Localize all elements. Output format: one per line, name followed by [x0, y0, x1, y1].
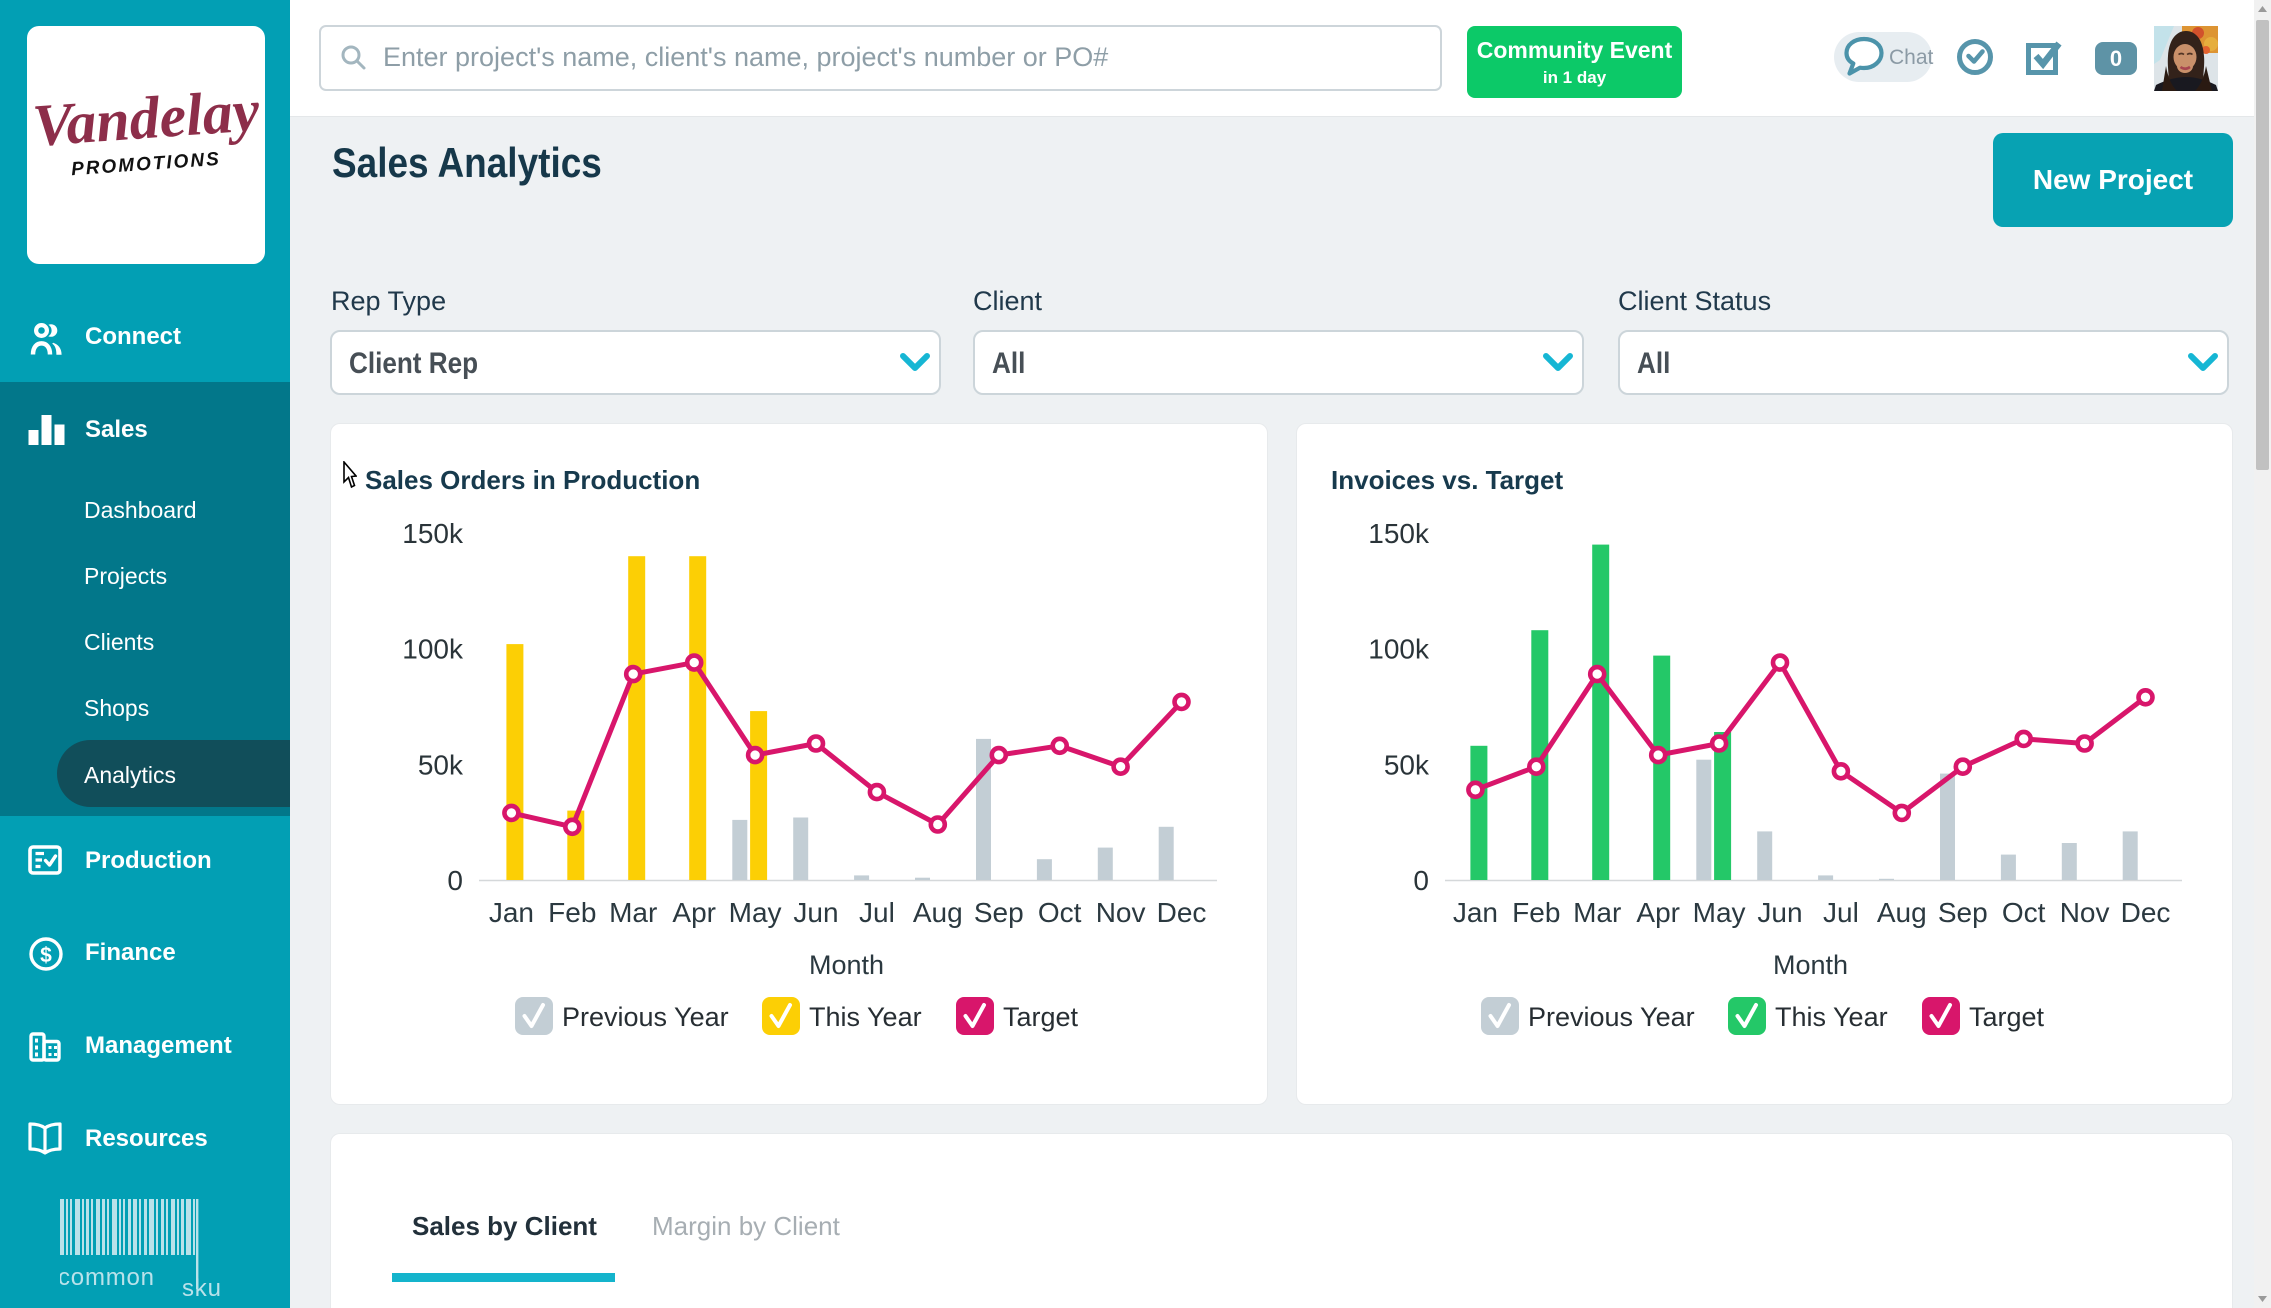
svg-text:Nov: Nov — [1096, 897, 1146, 928]
svg-text:Target: Target — [1003, 1002, 1079, 1032]
svg-text:Month: Month — [809, 950, 884, 980]
svg-text:50k: 50k — [1384, 749, 1430, 780]
svg-text:Nov: Nov — [2060, 897, 2110, 928]
svg-text:Jun: Jun — [1757, 897, 1802, 928]
svg-text:100k: 100k — [402, 634, 464, 665]
svg-text:Dec: Dec — [2121, 897, 2171, 928]
svg-text:Feb: Feb — [548, 897, 596, 928]
svg-text:Oct: Oct — [2002, 897, 2046, 928]
svg-text:Feb: Feb — [1512, 897, 1560, 928]
svg-text:Month: Month — [1773, 950, 1848, 980]
svg-text:Jan: Jan — [1453, 897, 1498, 928]
svg-text:0: 0 — [1413, 865, 1429, 896]
svg-text:Target: Target — [1969, 1002, 2045, 1032]
svg-text:Aug: Aug — [913, 897, 963, 928]
svg-text:Oct: Oct — [1038, 897, 1082, 928]
svg-text:Jul: Jul — [1823, 897, 1859, 928]
svg-text:Aug: Aug — [1877, 897, 1927, 928]
svg-text:Apr: Apr — [1636, 897, 1680, 928]
svg-text:This Year: This Year — [1775, 1002, 1888, 1032]
svg-text:Apr: Apr — [672, 897, 716, 928]
svg-text:sku: sku — [182, 1275, 222, 1299]
svg-text:Dec: Dec — [1157, 897, 1207, 928]
svg-text:Mar: Mar — [609, 897, 657, 928]
svg-text:This Year: This Year — [809, 1002, 922, 1032]
svg-text:50k: 50k — [418, 749, 464, 780]
svg-text:Previous Year: Previous Year — [1528, 1002, 1695, 1032]
svg-text:Jul: Jul — [859, 897, 895, 928]
svg-text:$: $ — [40, 944, 52, 967]
svg-text:Mar: Mar — [1573, 897, 1621, 928]
svg-text:common: common — [60, 1264, 155, 1291]
svg-text:Sep: Sep — [974, 897, 1024, 928]
svg-text:May: May — [729, 897, 782, 928]
svg-text:May: May — [1693, 897, 1746, 928]
svg-text:0: 0 — [447, 865, 463, 896]
svg-text:Jan: Jan — [489, 897, 534, 928]
svg-text:Jun: Jun — [793, 897, 838, 928]
svg-text:Sep: Sep — [1938, 897, 1988, 928]
svg-text:Previous Year: Previous Year — [562, 1002, 729, 1032]
svg-text:150k: 150k — [402, 518, 464, 549]
svg-text:150k: 150k — [1368, 518, 1430, 549]
svg-text:100k: 100k — [1368, 634, 1430, 665]
